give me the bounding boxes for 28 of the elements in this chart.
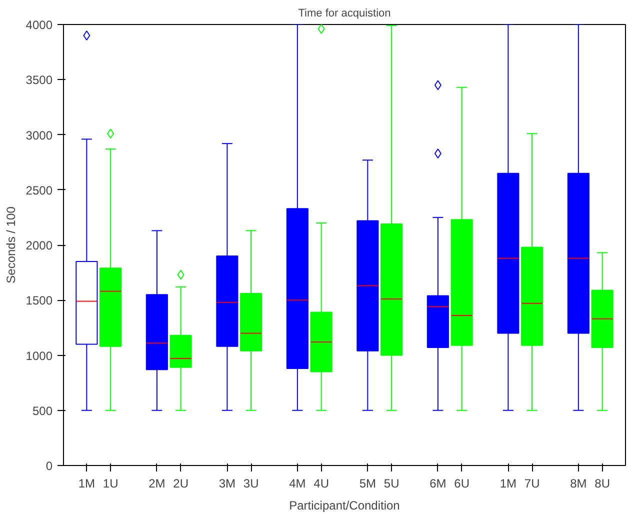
x-tick-label: 7U	[524, 476, 540, 490]
x-tick-label: 3U	[243, 476, 259, 490]
x-tick-label: 3M	[218, 476, 236, 490]
y-tick-label: 2500	[26, 183, 53, 198]
x-tick-label: 5U	[384, 476, 400, 490]
y-tick-label: 500	[32, 404, 53, 418]
x-tick-label: 4U	[314, 476, 329, 490]
chart-title: Time for acquistion	[298, 8, 391, 20]
y-tick-label: 1500	[26, 294, 53, 308]
y-tick-label: 1000	[26, 348, 53, 363]
x-tick-label: 5M	[359, 476, 376, 490]
x-tick-label: 1U	[102, 476, 118, 490]
y-tick-label: 3500	[26, 73, 53, 88]
x-tick-label: 2M	[148, 476, 166, 490]
x-tick-label: 8M	[570, 476, 587, 490]
x-tick-label: 2U	[173, 476, 188, 490]
y-axis-title: Seconds / 100	[4, 206, 18, 284]
x-tick-label: 1M	[78, 476, 96, 490]
y-tick-label: 4000	[26, 18, 53, 32]
y-tick-label: 3000	[26, 128, 53, 142]
x-tick-label: 8U	[594, 476, 610, 490]
x-tick-label: 1M	[500, 476, 517, 490]
x-tick-label: 4M	[289, 476, 306, 490]
x-axis-title: Participant/Condition	[289, 498, 400, 512]
x-tick-label: 6U	[454, 476, 470, 490]
y-tick-label: 0	[46, 459, 53, 473]
x-tick-label: 6M	[430, 476, 446, 490]
y-tick-label: 2000	[26, 238, 53, 252]
